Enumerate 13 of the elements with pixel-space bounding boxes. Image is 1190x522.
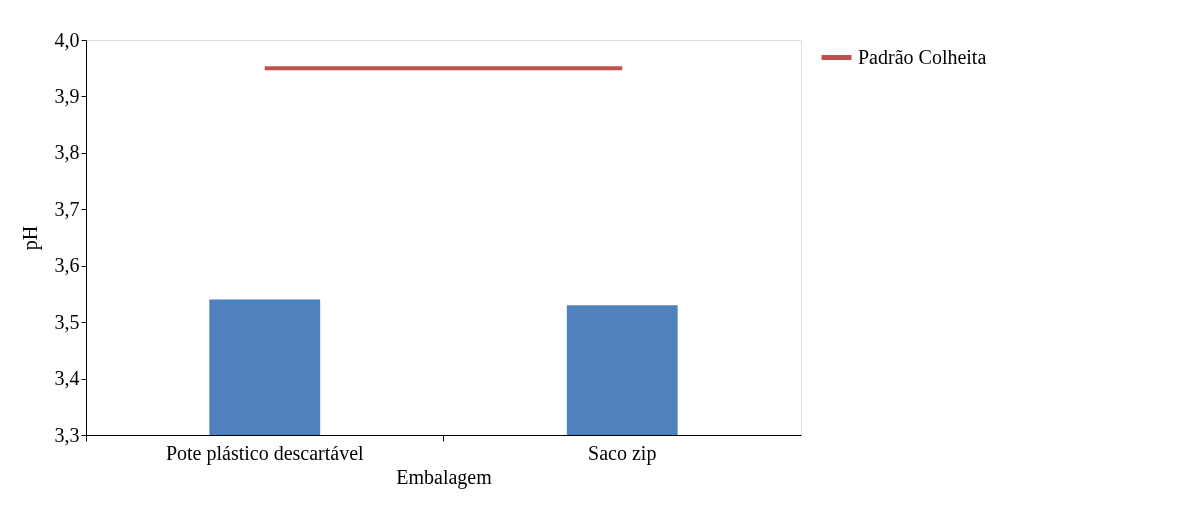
y-tick-label: 3,9: [54, 84, 80, 107]
legend-label: Padrão Colheita: [858, 45, 987, 68]
y-tick-label: 3,5: [54, 310, 80, 333]
y-tick-label: 3,6: [54, 254, 80, 277]
y-tick-label: 4,0: [54, 28, 80, 51]
x-axis-title: Embalagem: [396, 465, 493, 489]
x-tick-label: Saco zip: [588, 441, 657, 465]
y-tick-label: 3,8: [54, 141, 80, 164]
y-tick-label: 3,3: [54, 423, 80, 446]
y-tick-label: 3,4: [54, 367, 80, 390]
y-tick-label: 3,7: [54, 197, 80, 220]
y-axis-title: pH: [18, 225, 42, 251]
x-tick-label: Pote plástico descartável: [165, 441, 365, 465]
